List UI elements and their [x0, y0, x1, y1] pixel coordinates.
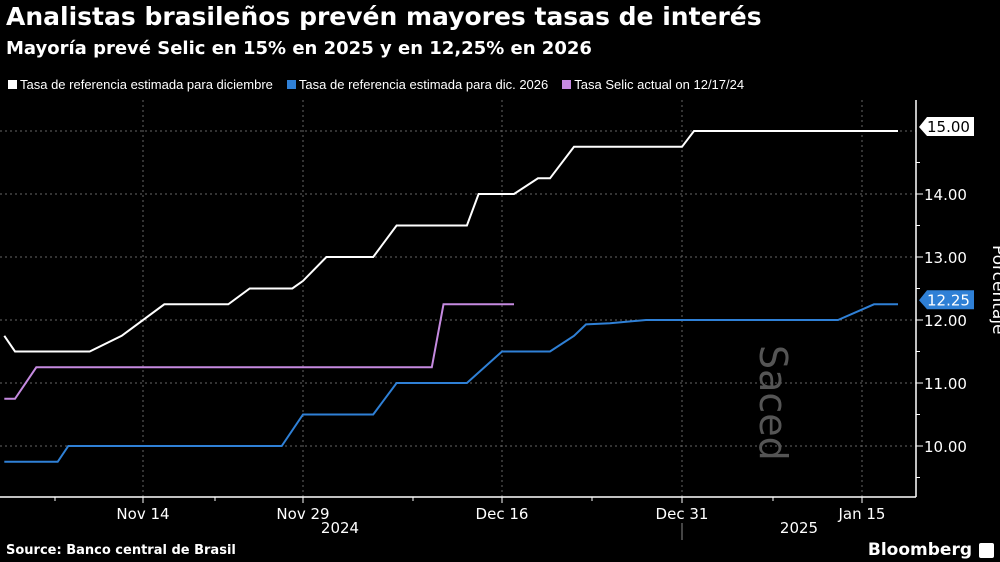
series-line-1	[4, 303, 898, 463]
legend: Tasa de referencia estimada para diciemb…	[8, 77, 744, 92]
legend-label: Tasa de referencia estimada para diciemb…	[20, 77, 273, 92]
y-tick-label: 12.00	[924, 312, 967, 330]
legend-label: Tasa de referencia estimada para dic. 20…	[298, 77, 549, 92]
y-tick-label: 10.00	[924, 438, 967, 456]
source-note: Source: Banco central de Brasil	[6, 543, 236, 558]
x-tick-label: Jan 15	[838, 505, 886, 523]
y-tick-label: 13.00	[924, 249, 967, 267]
watermark: Saced	[751, 345, 795, 461]
y-axis-label: Porcentaje	[988, 245, 1000, 335]
last-value-badge	[919, 117, 974, 136]
series-line-0	[3, 130, 898, 353]
x-tick-label: Nov 14	[116, 505, 169, 523]
year-label: 2025	[780, 519, 818, 537]
bloomberg-logo: Bloomberg	[867, 540, 972, 560]
bloomberg-chart-icon	[979, 543, 994, 558]
x-tick-label: Dec 31	[656, 505, 709, 523]
legend-label: Tasa Selic actual on 12/17/24	[574, 77, 745, 92]
legend-swatch	[286, 80, 296, 89]
y-tick-label: 14.00	[924, 186, 967, 204]
legend-item: Tasa Selic actual on 12/17/24	[562, 77, 744, 92]
legend-item: Tasa de referencia estimada para dic. 20…	[286, 77, 549, 92]
series-line-2	[4, 303, 514, 400]
legend-item: Tasa de referencia estimada para diciemb…	[8, 77, 273, 92]
legend-swatch	[562, 80, 572, 89]
x-tick-label: Nov 29	[276, 505, 329, 523]
last-value-label: 12.25	[927, 291, 970, 309]
y-tick-label: 11.00	[924, 375, 967, 393]
year-label: 2024	[321, 519, 359, 537]
chart-title: Analistas brasileños prevén mayores tasa…	[6, 2, 762, 31]
last-value-label: 15.00	[927, 118, 970, 136]
legend-swatch	[8, 80, 17, 89]
x-tick-label: Dec 16	[476, 505, 529, 523]
chart-subtitle: Mayoría prevé Selic en 15% en 2025 y en …	[6, 38, 592, 59]
last-value-badge	[919, 290, 974, 310]
